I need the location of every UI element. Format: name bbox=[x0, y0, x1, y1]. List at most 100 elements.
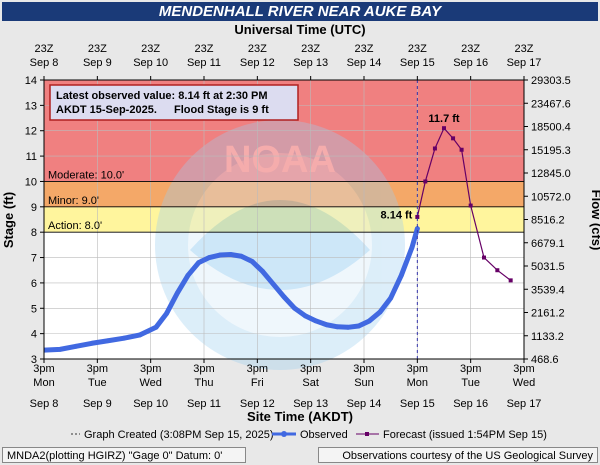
top-tick-time: 23Z bbox=[88, 43, 107, 55]
bottom-tick-day: Tue bbox=[461, 377, 480, 389]
bottom-tick-date: Sep 13 bbox=[293, 398, 328, 410]
observed-point bbox=[185, 272, 191, 278]
bottom-tick-day: Mon bbox=[33, 377, 54, 389]
observed-point bbox=[334, 324, 340, 330]
observed-point bbox=[44, 347, 47, 353]
observed-point bbox=[137, 332, 143, 338]
y-right-tick-label: 12845.0 bbox=[531, 168, 571, 180]
forecast-point bbox=[459, 147, 464, 152]
observed-point bbox=[302, 313, 308, 319]
observed-point bbox=[414, 226, 420, 232]
forecast-point bbox=[423, 179, 428, 184]
observed-point bbox=[313, 318, 319, 324]
top-tick-time: 23Z bbox=[515, 43, 534, 55]
legend-created: Graph Created (3:08PM Sep 15, 2025) bbox=[84, 429, 274, 441]
bottom-tick-date: Sep 14 bbox=[347, 398, 382, 410]
observed-point bbox=[260, 269, 266, 274]
info-line-1: Latest observed value: 8.14 ft at 2:30 P… bbox=[56, 90, 268, 102]
observed-point bbox=[57, 346, 63, 352]
bottom-tick-day: Mon bbox=[407, 377, 428, 389]
threshold-label: Moderate: 10.0' bbox=[48, 169, 124, 181]
observed-point bbox=[356, 323, 362, 329]
top-tick-date: Sep 9 bbox=[83, 57, 112, 69]
y-axis-title: Stage (ft) bbox=[1, 192, 16, 248]
observed-point bbox=[206, 255, 212, 260]
bottom-tick-day: Wed bbox=[513, 377, 535, 389]
observed-point bbox=[398, 272, 404, 278]
bottom-tick-day: Fri bbox=[251, 377, 264, 389]
legend: Graph Created (3:08PM Sep 15, 2025) Obse… bbox=[71, 429, 547, 441]
top-tick-time: 23Z bbox=[35, 43, 54, 55]
info-flood-stage: Flood Stage is 9 ft bbox=[174, 104, 269, 116]
y-tick-label: 7 bbox=[31, 253, 37, 265]
chart-series bbox=[44, 126, 513, 353]
bottom-tick-time: 3pm bbox=[460, 363, 481, 375]
observed-point bbox=[105, 338, 111, 344]
y-right-tick-label: 2161.2 bbox=[531, 308, 565, 320]
axis-ticks: 3 4 5 6 7 8 9 10 11 12 13 14 468.6 1133.2 2161.2 3539.4… bbox=[25, 43, 571, 410]
bottom-tick-time: 3pm bbox=[353, 363, 374, 375]
y-tick-label: 4 bbox=[31, 329, 37, 341]
observed-point bbox=[292, 305, 298, 311]
bottom-tick-time: 3pm bbox=[513, 363, 534, 375]
observed-point bbox=[324, 322, 330, 328]
y-tick-label: 10 bbox=[25, 176, 37, 188]
observed-point bbox=[121, 335, 127, 341]
y-right-tick-label: 8516.2 bbox=[531, 215, 565, 227]
band-minor bbox=[44, 206, 524, 233]
bottom-tick-date: Sep 12 bbox=[240, 398, 275, 410]
bottom-tick-time: 3pm bbox=[87, 363, 108, 375]
top-tick-date: Sep 13 bbox=[293, 57, 328, 69]
bottom-tick-day: Tue bbox=[88, 377, 107, 389]
top-tick-time: 23Z bbox=[141, 43, 160, 55]
y-right-tick-label: 10572.0 bbox=[531, 191, 571, 203]
y-tick-label: 14 bbox=[25, 75, 37, 87]
top-tick-date: Sep 8 bbox=[30, 57, 59, 69]
noaa-seal-icon bbox=[155, 120, 405, 370]
y-tick-label: 6 bbox=[31, 278, 37, 290]
observed-point bbox=[409, 245, 415, 250]
observed-point bbox=[377, 309, 383, 315]
bottom-tick-time: 3pm bbox=[300, 363, 321, 375]
observed-point bbox=[238, 253, 244, 259]
threshold-lines: Moderate: 10.0' Minor: 9.0' Action: 8.0' bbox=[44, 169, 524, 233]
y-right-tick-label: 29303.5 bbox=[531, 75, 571, 87]
forecast-point bbox=[451, 136, 456, 141]
observed-point bbox=[196, 260, 202, 266]
current-stage-label: 8.14 ft bbox=[381, 210, 413, 222]
observed-point bbox=[217, 252, 223, 258]
bottom-tick-time: 3pm bbox=[33, 363, 54, 375]
forecast-point bbox=[495, 268, 500, 273]
forecast-point bbox=[468, 203, 473, 208]
y-tick-label: 11 bbox=[26, 151, 37, 163]
observed-point bbox=[73, 343, 79, 349]
top-axis-title: Universal Time (UTC) bbox=[234, 22, 365, 37]
observed-point bbox=[270, 281, 276, 287]
y-tick-label: 5 bbox=[31, 303, 37, 315]
chart-title: MENDENHALL RIVER NEAR AUKE BAY bbox=[2, 2, 598, 21]
y-right-tick-label: 5031.5 bbox=[531, 261, 565, 273]
forecast-point bbox=[415, 214, 420, 219]
legend-forecast: Forecast (issued 1:54PM Sep 15) bbox=[383, 429, 547, 441]
hydrograph-chart: NOAA Moderate: 10.0' Minor: 9.0' Action: 8… bbox=[1, 22, 600, 441]
footer-datum: MNDA2(plotting HGIRZ) "Gage 0" Datum: 0' bbox=[2, 447, 246, 463]
top-tick-date: Sep 15 bbox=[400, 57, 435, 69]
observed-point bbox=[366, 318, 372, 324]
footer-credit: Observations courtesy of the US Geologic… bbox=[318, 447, 598, 463]
legend-observed: Observed bbox=[300, 429, 348, 441]
observed-point bbox=[345, 324, 351, 330]
y-right-tick-label: 1133.2 bbox=[531, 331, 564, 343]
top-tick-time: 23Z bbox=[461, 43, 480, 55]
bottom-tick-day: Sat bbox=[302, 377, 319, 389]
forecast-line bbox=[416, 127, 512, 281]
threshold-label: Action: 8.0' bbox=[48, 220, 102, 232]
y-right-tick-label: 3539.4 bbox=[531, 284, 565, 296]
y-tick-label: 13 bbox=[25, 100, 37, 112]
y-tick-label: 3 bbox=[31, 354, 37, 366]
top-tick-time: 23Z bbox=[195, 43, 214, 55]
bottom-tick-time: 3pm bbox=[407, 363, 428, 375]
y-right-tick-label: 23467.6 bbox=[531, 98, 571, 110]
band-moderate bbox=[44, 181, 524, 207]
noaa-seal-letters: NOAA bbox=[224, 139, 336, 181]
info-box: Latest observed value: 8.14 ft at 2:30 P… bbox=[49, 84, 299, 121]
